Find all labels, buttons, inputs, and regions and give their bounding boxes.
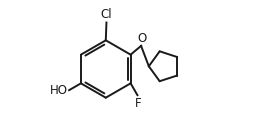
Text: Cl: Cl	[101, 8, 112, 21]
Text: O: O	[137, 32, 146, 45]
Text: F: F	[135, 97, 141, 110]
Text: HO: HO	[50, 84, 67, 97]
